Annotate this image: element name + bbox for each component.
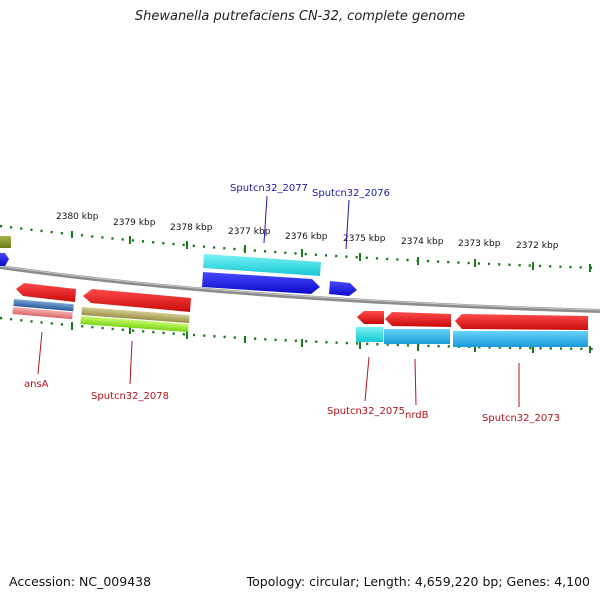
tick-label: 2373 kbp (458, 239, 501, 249)
tick-label: 2375 kbp (343, 234, 386, 244)
gene-feature-cyan[interactable] (203, 254, 321, 276)
tick-label: 2376 kbp (285, 232, 328, 242)
gene-feature-salmon[interactable] (12, 306, 73, 320)
gene-label-sputcn32-2075[interactable]: Sputcn32_2075 (327, 406, 405, 417)
gene-feature-steel[interactable] (13, 299, 74, 312)
gene-feature-sky-nrdb[interactable] (384, 329, 450, 344)
tick-labels: 2380 kbp 2379 kbp 2378 kbp 2377 kbp 2376… (56, 212, 559, 251)
upper-major-ticks (71, 231, 591, 272)
gene-arrow-sputcn32-2077[interactable] (202, 272, 320, 294)
gene-arrow-blue-partial[interactable] (0, 253, 9, 266)
tick-label: 2372 kbp (516, 241, 559, 251)
genome-summary-text: Topology: circular; Length: 4,659,220 bp… (246, 574, 590, 589)
gene-feature-cyan-2075[interactable] (356, 327, 383, 342)
gene-label-ansa[interactable]: ansA (24, 379, 49, 390)
gene-feature-sky-2073[interactable] (453, 331, 588, 347)
gene-arrow-sputcn32-2076[interactable] (329, 281, 357, 296)
label-leaders (37, 195, 520, 407)
gene-feature-lime[interactable] (80, 316, 189, 333)
gene-label-sputcn32-2078[interactable]: Sputcn32_2078 (91, 391, 169, 402)
tick-label: 2379 kbp (113, 218, 156, 228)
gene-label-nrdb[interactable]: nrdB (405, 410, 429, 421)
gene-label-sputcn32-2073[interactable]: Sputcn32_2073 (482, 413, 560, 424)
genome-backbone (0, 265, 600, 313)
tick-label: 2374 kbp (401, 237, 444, 247)
gene-feature-tan[interactable] (81, 307, 190, 324)
gene-olive-partial[interactable] (0, 236, 11, 248)
gene-arrow-nrdb[interactable] (385, 312, 451, 327)
reverse-features[interactable] (12, 283, 588, 347)
accession-text: Accession: NC_009438 (9, 574, 152, 589)
gene-arrow-sputcn32-2075[interactable] (357, 311, 384, 324)
tick-label: 2380 kbp (56, 212, 99, 222)
lower-major-ticks (71, 322, 591, 353)
gene-arrow-ansa[interactable] (16, 283, 76, 302)
gene-arrow-sputcn32-2073[interactable] (455, 314, 588, 330)
gene-arrow-sputcn32-2078[interactable] (83, 289, 191, 312)
gene-label-sputcn32-2076[interactable]: Sputcn32_2076 (312, 188, 390, 199)
gene-label-sputcn32-2077[interactable]: Sputcn32_2077 (230, 183, 308, 194)
genome-backbone-highlight (0, 265, 600, 311)
tick-label: 2377 kbp (228, 227, 271, 237)
map-title: Shewanella putrefaciens CN-32, complete … (134, 9, 466, 24)
tick-label: 2378 kbp (170, 223, 213, 233)
forward-features[interactable] (0, 236, 357, 296)
